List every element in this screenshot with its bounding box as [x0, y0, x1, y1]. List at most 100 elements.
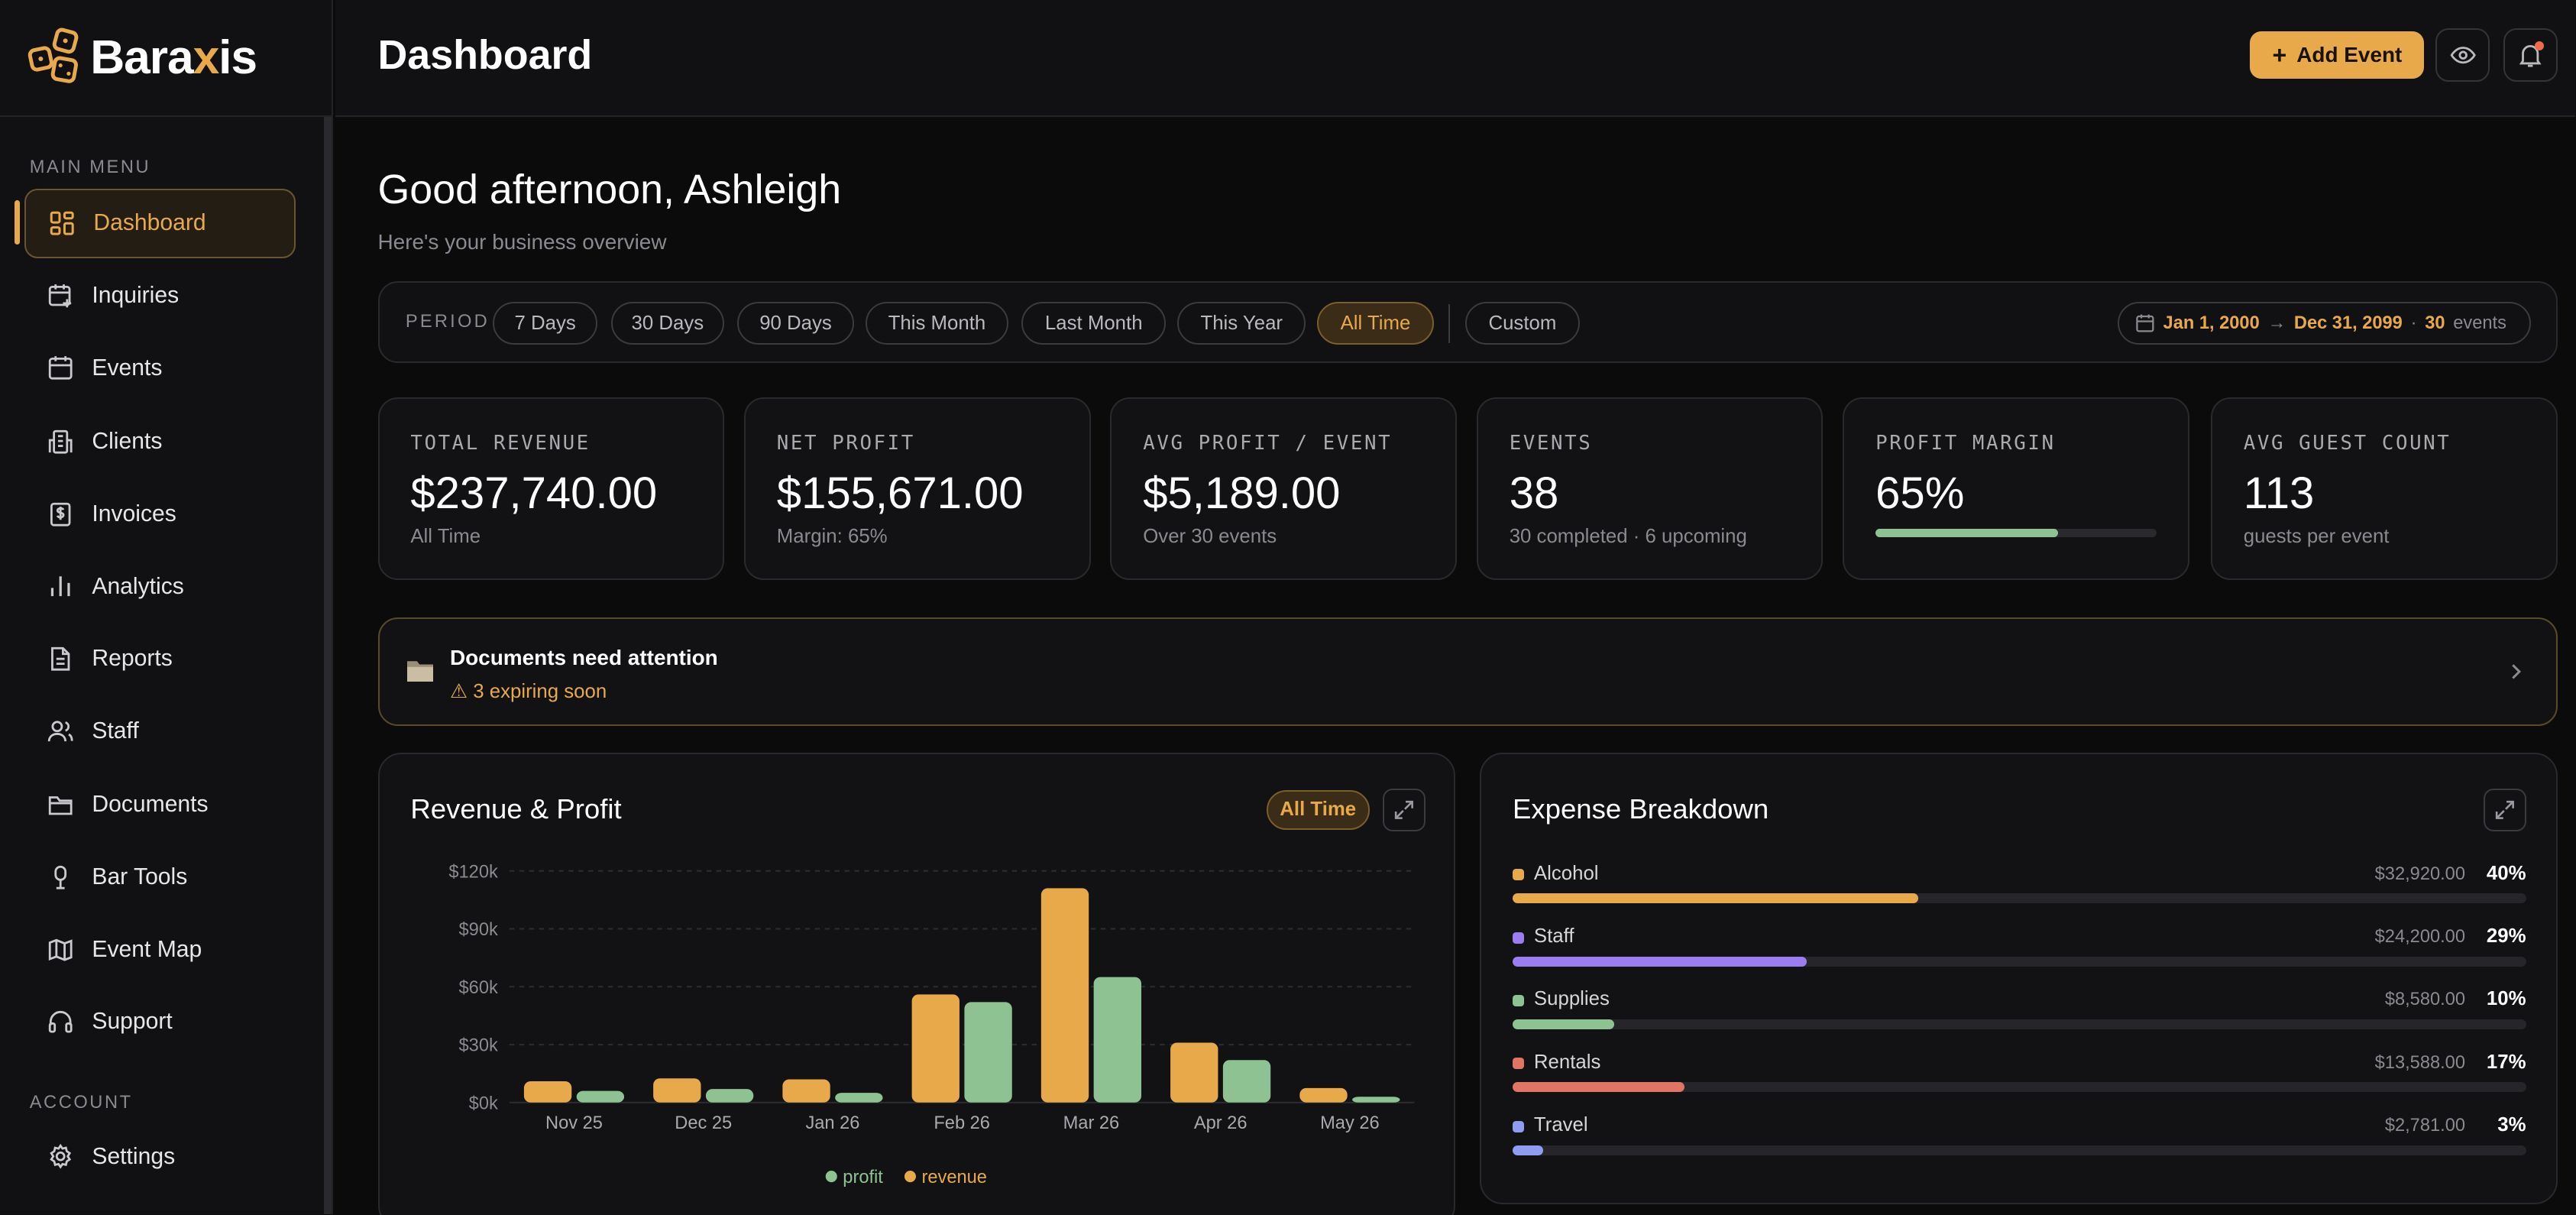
expand-icon: [2495, 800, 2514, 819]
brand[interactable]: Baraxis: [0, 0, 332, 117]
notification-dot: [2534, 40, 2545, 51]
legend-label: revenue: [921, 1168, 986, 1187]
sidebar-item-bar-tools[interactable]: Bar Tools: [24, 843, 296, 912]
document-icon: [51, 646, 70, 671]
gear-icon: [50, 1144, 72, 1170]
users-icon: [48, 720, 73, 741]
expense-name: Supplies: [1533, 988, 1610, 1010]
expense-swatch: [1512, 1120, 1525, 1132]
bell-icon: [2519, 44, 2542, 67]
expense-amount: $8,580.00: [2384, 990, 2465, 1010]
expense-name: Rentals: [1533, 1051, 1601, 1073]
sidebar-item-staff[interactable]: Staff: [24, 697, 296, 766]
calendar-icon: [2136, 315, 2154, 332]
x-tick-label: Mar 26: [1063, 1113, 1119, 1133]
stat-sub: Margin: 65%: [776, 526, 888, 548]
sidebar-item-clients[interactable]: Clients: [24, 407, 296, 476]
sidebar-item-label: Analytics: [92, 573, 184, 599]
sidebar-item-support[interactable]: Support: [24, 987, 296, 1056]
main-menu-label: MAIN MENU: [29, 157, 151, 178]
period-chip-7-days[interactable]: 7 Days: [492, 302, 598, 345]
stat-label: PROFIT MARGIN: [1875, 432, 2056, 455]
sidebar-item-documents[interactable]: Documents: [24, 770, 296, 839]
period-chip-all-time[interactable]: All Time: [1317, 302, 1434, 345]
bar-profit: [576, 1090, 624, 1103]
sidebar-item-label: Support: [92, 1009, 173, 1035]
expense-row-supplies: Supplies $8,580.00 10%: [1512, 988, 2526, 1034]
expense-name: Travel: [1533, 1113, 1588, 1136]
sidebar-item-events[interactable]: Events: [24, 333, 296, 402]
dice-logo-icon: [28, 28, 79, 84]
expense-bar-fill: [1512, 1145, 1543, 1155]
sidebar-item-inquiries[interactable]: Inquiries: [24, 261, 296, 330]
stat-value: $5,189.00: [1143, 468, 1341, 519]
documents-alert[interactable]: Documents need attention ⚠ 3 expiring so…: [377, 617, 2558, 727]
stat-card-profit-margin: PROFIT MARGIN 65%: [1843, 397, 2189, 580]
y-tick-label: $0k: [468, 1094, 497, 1113]
margin-progress: [1875, 529, 2157, 538]
add-event-button[interactable]: + Add Event: [2250, 31, 2425, 79]
bar-profit: [1093, 977, 1141, 1103]
revenue-profit-card: Revenue & Profit All Time $0k $30k $60k $90…: [377, 752, 1455, 1215]
range-event-word: events: [2453, 313, 2506, 333]
expense-bar-fill: [1512, 956, 1807, 967]
date-range[interactable]: Jan 1, 2000 → Dec 31, 2099 · 30 events: [2117, 302, 2532, 345]
greeting-subtitle: Here's your business overview: [377, 230, 667, 254]
sidebar-scrollbar[interactable]: [323, 116, 332, 1214]
period-chip-this-year[interactable]: This Year: [1177, 302, 1306, 345]
expense-bar: [1512, 1082, 2526, 1093]
sidebar-item-settings[interactable]: Settings: [24, 1122, 296, 1191]
expand-button[interactable]: [1383, 788, 1426, 831]
eye-icon: [2450, 46, 2476, 64]
preview-button[interactable]: [2435, 28, 2490, 83]
plus-icon: +: [2272, 40, 2287, 69]
bar-profit: [963, 1002, 1012, 1103]
revenue-profit-chart: $0k $30k $60k $90k $120k Nov 25 Dec 25 Jan 26 Fe…: [448, 862, 1415, 1187]
expand-button[interactable]: [2483, 788, 2526, 831]
notifications-button[interactable]: [2503, 28, 2558, 83]
expense-row-travel: Travel $2,781.00 3%: [1512, 1113, 2526, 1160]
expense-percent: 3%: [2497, 1113, 2526, 1136]
sidebar-item-label: Dashboard: [93, 210, 206, 236]
expense-bar-fill: [1512, 893, 1918, 904]
stat-value: $237,740.00: [410, 468, 658, 519]
bar-revenue: [1170, 1042, 1218, 1103]
folder-icon: [407, 661, 434, 682]
expense-name: Staff: [1533, 925, 1574, 947]
sidebar-item-dashboard[interactable]: Dashboard: [24, 189, 296, 258]
bar-revenue: [1299, 1087, 1348, 1103]
bar-profit: [834, 1092, 883, 1103]
stat-sub: 30 completed · 6 upcoming: [1509, 526, 1747, 548]
sidebar-item-reports[interactable]: Reports: [24, 624, 296, 693]
period-chip-90-days[interactable]: 90 Days: [737, 302, 854, 345]
card-title: Revenue & Profit: [410, 793, 622, 825]
bar-profit: [705, 1088, 753, 1103]
stat-card-net-profit: NET PROFIT $155,671.00 Margin: 65%: [743, 397, 1091, 580]
sidebar-item-label: Event Map: [92, 936, 202, 962]
sidebar-item-invoices[interactable]: Invoices: [24, 480, 296, 549]
period-chip-30-days[interactable]: 30 Days: [610, 302, 724, 345]
sidebar-item-analytics[interactable]: Analytics: [24, 552, 296, 620]
expense-breakdown-card: Expense Breakdown Alcohol $32,920.00 40% St…: [1480, 752, 2558, 1204]
expense-row-alcohol: Alcohol $32,920.00 40%: [1512, 863, 2526, 909]
bar-revenue: [1040, 888, 1089, 1103]
stat-card-avg-profit: AVG PROFIT / EVENT $5,189.00 Over 30 eve…: [1110, 397, 1458, 580]
period-chip-this-month[interactable]: This Month: [865, 302, 1008, 345]
dollar-receipt-icon: [50, 502, 71, 526]
period-chip-last-month[interactable]: Last Month: [1021, 302, 1167, 345]
stat-label: AVG PROFIT / EVENT: [1143, 432, 1393, 455]
bar-chart-icon: [51, 576, 70, 597]
period-chip-custom[interactable]: Custom: [1464, 302, 1581, 345]
legend-label: profit: [843, 1168, 883, 1187]
stat-sub: All Time: [410, 526, 481, 548]
period-pill[interactable]: All Time: [1266, 789, 1370, 830]
sidebar-item-event-map[interactable]: Event Map: [24, 915, 296, 984]
expense-amount: $32,920.00: [2374, 863, 2465, 884]
calendar-plus-icon: [49, 284, 72, 308]
expense-percent: 10%: [2486, 988, 2526, 1010]
expense-percent: 29%: [2486, 925, 2526, 947]
y-tick-label: $60k: [458, 978, 497, 998]
sidebar-item-label: Staff: [92, 718, 139, 744]
expense-swatch: [1512, 932, 1525, 944]
stat-label: EVENTS: [1509, 432, 1593, 455]
